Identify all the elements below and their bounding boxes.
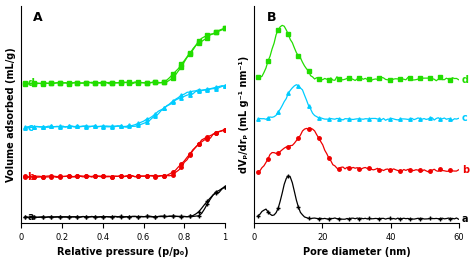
Text: d: d bbox=[27, 78, 34, 88]
Text: a: a bbox=[27, 212, 34, 222]
Text: d: d bbox=[462, 75, 469, 85]
Y-axis label: Volume adsorbed (mL/g): Volume adsorbed (mL/g) bbox=[6, 47, 16, 182]
Text: c: c bbox=[27, 123, 33, 133]
X-axis label: Relative pressure (p/p₀): Relative pressure (p/p₀) bbox=[57, 247, 189, 257]
Text: c: c bbox=[462, 113, 468, 123]
Text: b: b bbox=[462, 165, 469, 175]
Text: A: A bbox=[33, 11, 43, 24]
Text: b: b bbox=[27, 172, 34, 182]
X-axis label: Pore diameter (nm): Pore diameter (nm) bbox=[302, 247, 410, 257]
Y-axis label: dVₚ/drₚ (mL g⁻¹ nm⁻¹): dVₚ/drₚ (mL g⁻¹ nm⁻¹) bbox=[239, 56, 249, 173]
Text: B: B bbox=[267, 11, 276, 24]
Text: a: a bbox=[462, 214, 468, 224]
